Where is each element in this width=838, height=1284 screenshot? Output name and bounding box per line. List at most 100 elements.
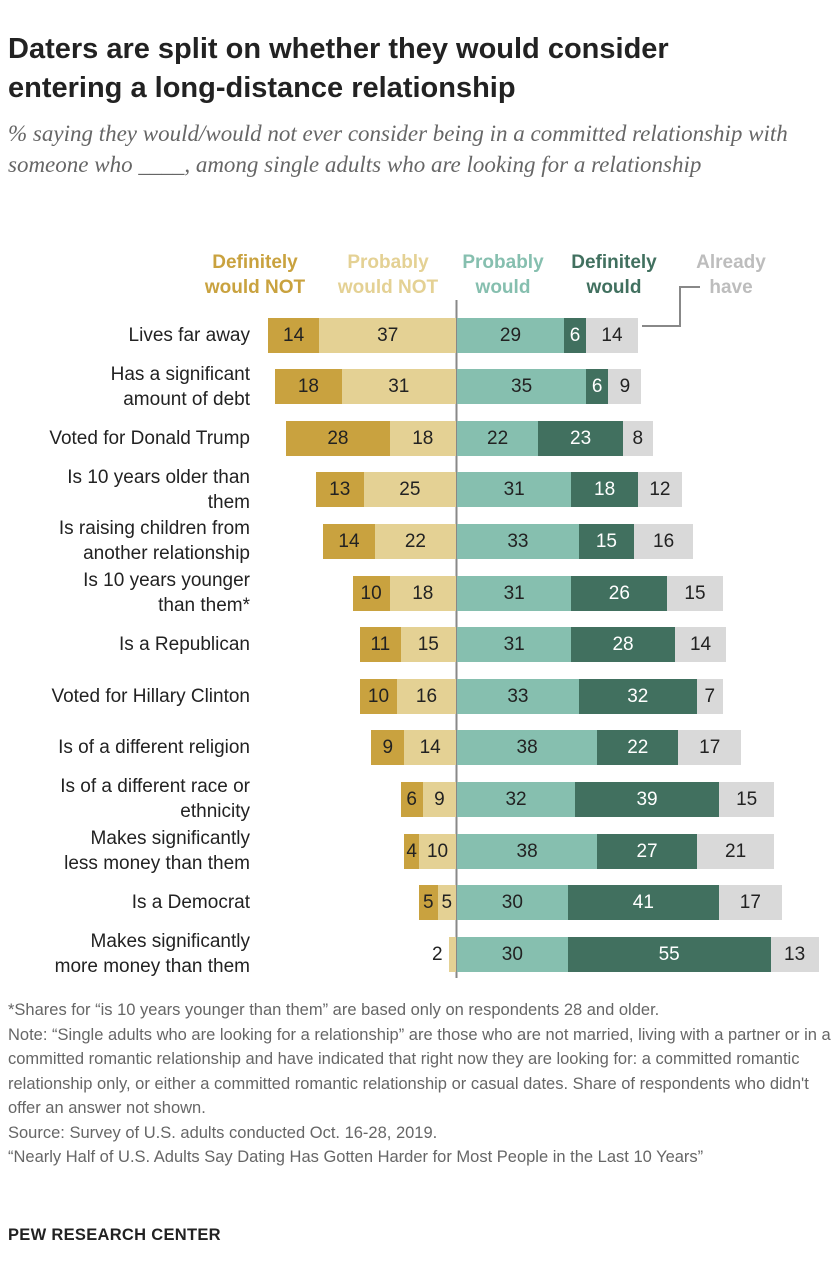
bar xyxy=(597,730,679,766)
bar-label: 31 xyxy=(503,634,525,656)
bar-label: 30 xyxy=(501,892,523,914)
bar xyxy=(634,523,694,559)
category-label: Has a significant amount of debt xyxy=(110,363,250,410)
chart-subtitle: % saying they would/would not ever consi… xyxy=(8,121,788,177)
bar-label: 17 xyxy=(699,737,721,759)
bar xyxy=(578,678,697,714)
bar-label: 14 xyxy=(283,324,305,346)
note: *Shares for “is 10 years younger than th… xyxy=(8,1001,660,1019)
bar-label: 5 xyxy=(441,892,453,914)
bar xyxy=(457,627,572,663)
category-label: Voted for Donald Trump xyxy=(49,427,250,449)
bar-label: 26 xyxy=(608,582,630,604)
category-label: Is a Democrat xyxy=(131,892,250,914)
bar xyxy=(389,575,456,611)
bar-label: 32 xyxy=(627,685,649,707)
bar xyxy=(578,523,635,559)
bar xyxy=(286,420,390,456)
category-label: Is of a different religion xyxy=(58,737,250,759)
bar-label: 15 xyxy=(595,530,617,552)
bar xyxy=(571,472,638,508)
bar xyxy=(457,730,598,766)
bar xyxy=(374,523,456,559)
bar xyxy=(419,833,456,869)
chart-lines xyxy=(455,286,700,978)
bar-label: 29 xyxy=(499,324,522,346)
bar xyxy=(457,885,568,921)
bar xyxy=(586,317,638,353)
bar-label: 23 xyxy=(570,427,592,449)
chart-title: Daters are split on whether they would c… xyxy=(8,33,669,104)
bar-label: 33 xyxy=(507,530,529,552)
category-label: Lives far away xyxy=(128,324,250,346)
bar-label: 25 xyxy=(399,479,421,501)
bar-label: 22 xyxy=(404,530,426,552)
bar xyxy=(567,885,719,921)
bar-label: 33 xyxy=(507,685,529,707)
bar xyxy=(457,420,539,456)
bar xyxy=(564,317,587,353)
bar-label: 22 xyxy=(627,737,649,759)
bar xyxy=(586,369,609,405)
bar xyxy=(457,781,576,817)
bar-label: 30 xyxy=(501,943,523,965)
bar xyxy=(457,936,568,972)
bar-label: 16 xyxy=(415,685,438,707)
bar xyxy=(718,781,775,817)
bar-label: 39 xyxy=(636,788,658,810)
bar-label: 10 xyxy=(360,582,382,604)
bar xyxy=(571,627,675,663)
bar-label: 9 xyxy=(382,737,394,759)
bar-label: 21 xyxy=(725,840,747,862)
bar-label: 28 xyxy=(612,634,634,656)
bar-label: 12 xyxy=(649,479,671,501)
bar-label: 31 xyxy=(503,479,525,501)
bar xyxy=(437,885,456,921)
bar-label: 11 xyxy=(370,634,391,656)
bar-label: 10 xyxy=(426,840,449,862)
category-label: Makes significantly less money than them xyxy=(64,828,250,874)
bar xyxy=(419,885,438,921)
bar xyxy=(597,833,697,869)
bar xyxy=(360,678,397,714)
bar xyxy=(457,523,579,559)
bar xyxy=(396,678,456,714)
bar xyxy=(457,833,598,869)
bar-label: 13 xyxy=(329,479,351,501)
bar xyxy=(637,472,683,508)
bar-label: 2 xyxy=(432,943,443,965)
bar xyxy=(371,730,405,766)
bar xyxy=(319,317,456,353)
bar-label: 17 xyxy=(739,892,761,914)
bar-label: 31 xyxy=(388,376,410,398)
bar-label: 15 xyxy=(684,582,706,604)
category-label: Is 10 years younger than them* xyxy=(83,570,250,616)
bar-label: 6 xyxy=(591,376,603,398)
bar xyxy=(360,627,401,663)
bar-label: 37 xyxy=(377,324,399,346)
note: Source: Survey of U.S. adults conducted … xyxy=(8,1123,438,1142)
bar-label: 28 xyxy=(327,427,349,449)
note: Note: “Single adults who are looking for… xyxy=(8,1025,831,1118)
bar-label: 14 xyxy=(419,737,441,759)
bar xyxy=(623,420,653,456)
bar-label: 38 xyxy=(516,737,538,759)
bar xyxy=(400,781,423,817)
bar xyxy=(770,936,819,972)
legend-connector xyxy=(642,286,700,327)
bar-label: 18 xyxy=(297,376,319,398)
bar-label: 55 xyxy=(658,943,680,965)
legend-label: Already have xyxy=(696,252,766,298)
bar-label: 35 xyxy=(511,376,533,398)
bar-label: 16 xyxy=(653,530,675,552)
bar xyxy=(352,575,390,611)
notes: *Shares for “is 10 years younger than th… xyxy=(8,998,833,1170)
bar-label: 14 xyxy=(689,634,712,656)
bar xyxy=(448,936,456,972)
bar-label: 18 xyxy=(412,582,434,604)
bar xyxy=(718,885,782,921)
category-label: Is 10 years older than them xyxy=(67,466,250,513)
bar-label: 15 xyxy=(417,634,439,656)
bar xyxy=(538,420,624,456)
